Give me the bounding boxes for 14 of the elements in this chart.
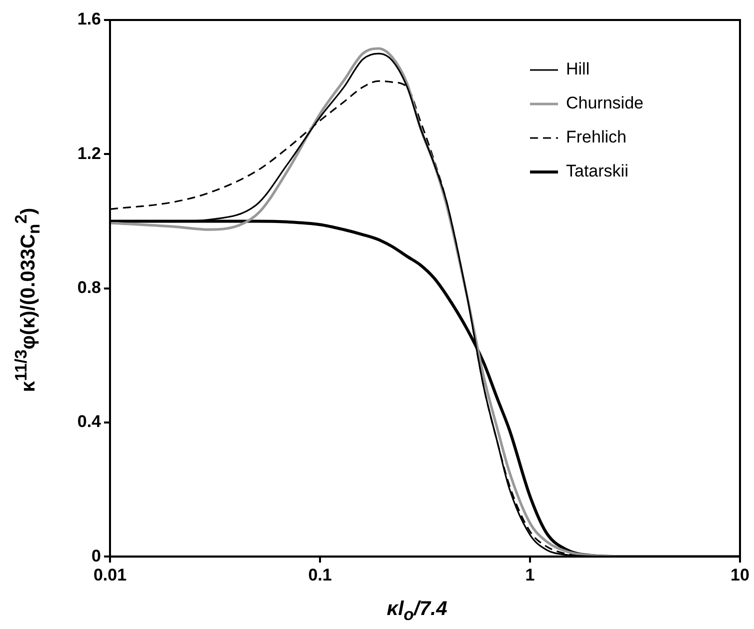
x-tick-label: 10 [730,565,750,584]
y-tick-label: 1.2 [77,144,101,163]
y-tick-label: 1.6 [77,10,101,29]
x-tick-label: 1 [525,565,535,584]
legend-label: Churnside [566,94,644,113]
legend-label: Tatarskii [566,162,628,181]
y-tick-label: 0.4 [77,412,102,432]
legend-label: Frehlich [566,128,626,147]
x-tick-label: 0.1 [308,565,332,584]
y-tick-label: 0.8 [77,278,101,297]
legend-label: Hill [566,60,590,79]
x-tick-label: 0.01 [93,565,127,584]
y-tick-label: 0 [92,546,101,566]
x-axis-title: κl$_{o}$/7.4 [386,598,448,625]
